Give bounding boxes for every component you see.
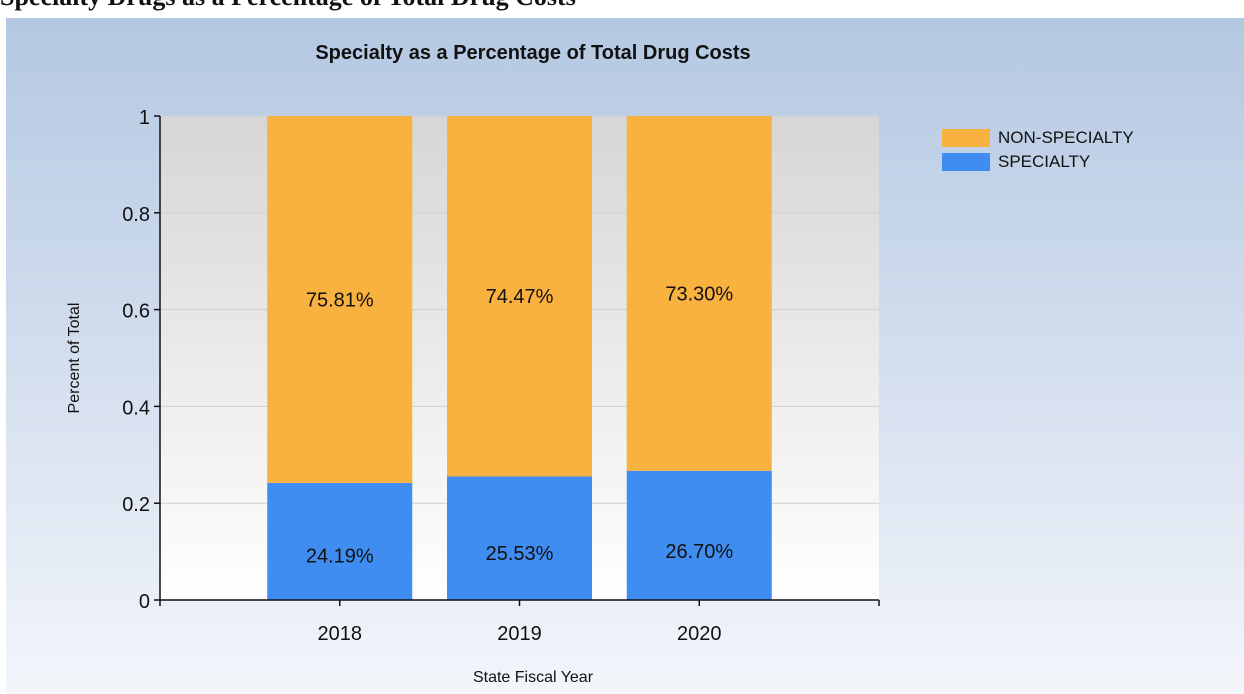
bar-non-specialty-2018 [267, 116, 413, 483]
y-tick-label-2: 0.4 [122, 397, 150, 419]
page-heading: Specialty Drugs as a Percentage of Total… [0, 0, 1000, 16]
y-tick-label-0: 0 [139, 591, 150, 613]
legend-label-specialty: SPECIALTY [998, 152, 1091, 171]
data-label-non-specialty-2019: 74.47% [486, 286, 554, 308]
data-label-specialty-2020: 26.70% [665, 541, 733, 563]
bar-specialty-2018 [267, 482, 413, 600]
labels-layer: 0 0.2 0.4 0.6 0.8 1 24.19% 75.81% 2018 25.53% 74.4… [122, 107, 733, 645]
y-axis-title: Percent of Total [66, 303, 83, 414]
data-label-specialty-2018: 24.19% [306, 546, 374, 568]
y-tick-label-4: 0.8 [122, 204, 150, 226]
x-tick-label-2018: 2018 [318, 623, 363, 645]
x-tick-label-2019: 2019 [497, 623, 542, 645]
bar-specialty-2019 [447, 476, 592, 600]
legend-label-non-specialty: NON-SPECIALTY [998, 128, 1134, 147]
bar-specialty-2020 [626, 470, 772, 600]
data-label-specialty-2019: 25.53% [486, 543, 554, 565]
legend-swatch-specialty [942, 153, 990, 171]
legend-swatch-non-specialty [942, 129, 990, 147]
y-tick-label-5: 1 [139, 107, 150, 129]
y-tick-label-3: 0.6 [122, 301, 150, 323]
chart-title: Specialty as a Percentage of Total Drug … [315, 42, 750, 64]
chart-panel: Specialty as a Percentage of Total Drug … [6, 18, 1244, 694]
legend-item-specialty: SPECIALTY [942, 150, 1134, 174]
y-tick-label-1: 0.2 [122, 494, 150, 516]
x-axis-title: State Fiscal Year [473, 669, 594, 686]
legend-item-non-specialty: NON-SPECIALTY [942, 126, 1134, 150]
axes-layer [154, 115, 880, 606]
bars-layer [267, 116, 772, 600]
legend: NON-SPECIALTY SPECIALTY [942, 126, 1134, 174]
bar-non-specialty-2019 [447, 116, 592, 477]
data-label-non-specialty-2020: 73.30% [665, 283, 733, 305]
data-label-non-specialty-2018: 75.81% [306, 289, 374, 311]
x-tick-label-2020: 2020 [677, 623, 722, 645]
chart-svg: Specialty as a Percentage of Total Drug … [66, 42, 880, 686]
bar-non-specialty-2020 [626, 116, 772, 471]
